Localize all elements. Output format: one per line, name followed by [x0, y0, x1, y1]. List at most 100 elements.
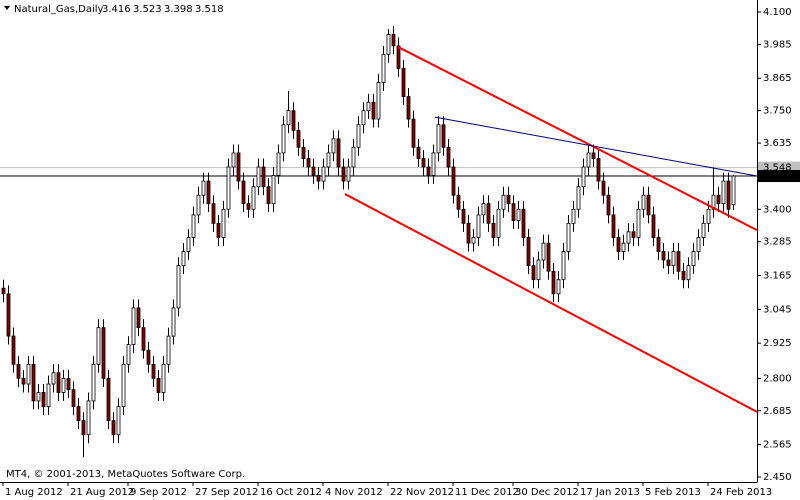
candle-body — [701, 222, 706, 238]
candle-body — [11, 335, 16, 365]
candle-body — [706, 208, 711, 224]
candle-body — [206, 180, 211, 205]
candle-body — [506, 194, 511, 205]
candle-body — [241, 180, 246, 205]
candle-body — [311, 166, 316, 176]
candle-body — [396, 45, 401, 69]
candle-body — [151, 363, 156, 379]
candle-body — [196, 194, 201, 216]
candle-body — [46, 383, 51, 407]
candle-body — [656, 237, 661, 252]
candle-body — [281, 124, 286, 154]
y-tick-label: 2.450 — [763, 472, 792, 483]
candle-body — [351, 146, 356, 168]
candle-body — [721, 180, 726, 205]
candle-body — [336, 138, 341, 168]
candle-body — [41, 392, 46, 407]
trendline — [434, 116, 758, 177]
trendline — [397, 46, 758, 232]
candle-body — [601, 180, 606, 196]
candle-body — [231, 152, 236, 168]
candle-body — [226, 166, 231, 210]
plot-area — [0, 26, 758, 458]
candle-body — [161, 363, 166, 393]
candle-body — [456, 194, 461, 210]
y-tick-label: 2.800 — [763, 373, 792, 384]
candle-body — [246, 203, 251, 210]
x-tick-label: 1 Aug 2012 — [5, 487, 63, 498]
x-tick-label: 17 Jan 2013 — [580, 487, 640, 498]
candle-body — [636, 208, 641, 238]
candle-body — [106, 377, 111, 422]
candle-body — [641, 194, 646, 210]
candle-body — [431, 152, 436, 176]
candle-body — [516, 208, 521, 221]
candle-body — [276, 152, 281, 176]
candle-body — [91, 363, 96, 402]
candle-body — [191, 214, 196, 238]
candle-body — [201, 180, 206, 196]
x-tick-label: 27 Sep 2012 — [195, 487, 258, 498]
ohlc-open: 3.416 — [102, 4, 131, 15]
menu-arrow[interactable] — [4, 6, 10, 10]
y-tick-label: 4.100 — [763, 7, 792, 18]
candle-body — [251, 186, 256, 210]
candle-body — [671, 251, 676, 267]
candle-body — [56, 372, 61, 393]
candle-body — [501, 194, 506, 210]
ohlc-high: 3.523 — [133, 4, 162, 15]
candle-body — [301, 146, 306, 159]
candle-body — [546, 242, 551, 272]
candle-body — [271, 175, 276, 205]
x-tick-label: 4 Nov 2012 — [325, 487, 383, 498]
candle-body — [691, 251, 696, 267]
candle-body — [171, 307, 176, 337]
y-tick-label: 3.045 — [763, 304, 792, 315]
candle-body — [631, 231, 636, 238]
candle-body — [176, 265, 181, 309]
candle-body — [136, 307, 141, 329]
candle-body — [621, 242, 626, 252]
candle-body — [66, 377, 71, 391]
y-tick-label: 3.165 — [763, 271, 792, 282]
candle-body — [126, 344, 131, 365]
candle-body — [261, 166, 266, 188]
candle-body — [661, 251, 666, 261]
x-tick-label: 11 Dec 2012 — [455, 487, 519, 498]
candle-body — [556, 279, 561, 295]
candle-body — [421, 158, 426, 168]
candle-body — [116, 406, 121, 436]
candle-body — [486, 203, 491, 224]
candle-body — [711, 194, 716, 210]
candle-body — [31, 363, 36, 402]
candle-body — [16, 363, 21, 379]
x-tick-label: 30 Dec 2012 — [515, 487, 579, 498]
candle-body — [326, 152, 331, 168]
y-tick-label: 3.985 — [763, 39, 792, 50]
candle-body — [131, 307, 136, 345]
candle-body — [61, 377, 66, 393]
candle-body — [606, 194, 611, 216]
candle-body — [596, 158, 601, 182]
candle-body — [616, 237, 621, 252]
candle-body — [466, 222, 471, 244]
candle-body — [441, 124, 446, 148]
candle-body — [571, 208, 576, 224]
candle-body — [376, 82, 381, 120]
candle-body — [286, 110, 291, 126]
candle-body — [436, 124, 441, 154]
candle-body — [561, 251, 566, 281]
x-tick-label: 16 Oct 2012 — [260, 487, 322, 498]
candle-body — [216, 222, 221, 238]
y-tick-label: 2.565 — [763, 440, 792, 451]
candle-body — [471, 237, 476, 244]
ohlc-low: 3.398 — [164, 4, 193, 15]
candle-body — [426, 166, 431, 176]
candle-body — [646, 194, 651, 216]
candle-body — [406, 96, 411, 120]
y-tick-label: 3.285 — [763, 237, 792, 248]
candle-body — [156, 377, 161, 393]
candle-body — [491, 222, 496, 238]
candle-body — [306, 158, 311, 168]
candle-body — [521, 208, 526, 238]
